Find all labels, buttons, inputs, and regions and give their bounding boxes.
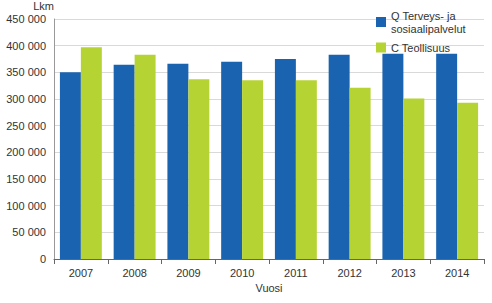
svg-text:400 000: 400 000 [6, 40, 46, 52]
svg-text:2014: 2014 [445, 267, 469, 279]
svg-text:Q Terveys- ja: Q Terveys- ja [391, 10, 459, 22]
svg-text:Vuosi: Vuosi [255, 282, 282, 294]
svg-text:100 000: 100 000 [6, 200, 46, 212]
svg-text:2011: 2011 [284, 267, 308, 279]
svg-text:2013: 2013 [391, 267, 415, 279]
svg-text:C Teollisuus: C Teollisuus [391, 42, 451, 54]
svg-text:2007: 2007 [69, 267, 93, 279]
svg-text:2008: 2008 [122, 267, 146, 279]
svg-text:2012: 2012 [337, 267, 361, 279]
svg-text:0: 0 [40, 253, 46, 265]
svg-text:300 000: 300 000 [6, 93, 46, 105]
svg-text:450 000: 450 000 [6, 13, 46, 25]
svg-text:350 000: 350 000 [6, 66, 46, 78]
svg-text:Lkm: Lkm [33, 0, 54, 12]
svg-text:50 000: 50 000 [12, 226, 46, 238]
svg-text:250 000: 250 000 [6, 120, 46, 132]
svg-text:150 000: 150 000 [6, 173, 46, 185]
svg-text:200 000: 200 000 [6, 146, 46, 158]
svg-text:2010: 2010 [230, 267, 254, 279]
svg-text:sosiaalipalvelut: sosiaalipalvelut [391, 23, 466, 35]
svg-text:2009: 2009 [176, 267, 200, 279]
